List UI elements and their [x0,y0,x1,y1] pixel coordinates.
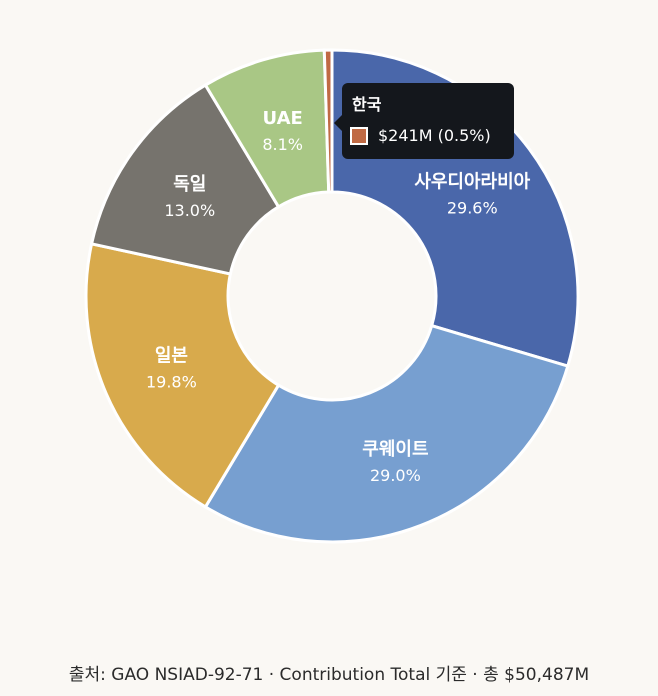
tooltip: 한국 $241M (0.5%) [334,83,514,159]
slice-label-3: 일본 [155,346,188,367]
slice-6[interactable] [322,48,334,194]
slice-value-label-3: 19.8% [146,373,197,392]
slice-label-4: 독일 [173,174,206,195]
tooltip-title: 한국 [352,95,382,114]
slice-label-1: 사우디아라비아 [414,171,530,192]
slice-3[interactable] [84,242,281,510]
slice-value-label-1: 29.6% [447,198,498,217]
slice-value-label-4: 13.0% [164,201,215,220]
labels-group: 사우디아라비아 29.6% 쿠웨이트 29.0% 일본 19.8% 독일 13.0% UAE 8.… [146,108,531,485]
slice-label-5: UAE [263,108,303,129]
slice-2[interactable] [203,323,570,544]
tooltip-color-swatch [350,127,368,145]
slice-4[interactable] [89,82,281,276]
tooltip-value: $241M (0.5%) [378,126,491,145]
slices-group [84,48,580,544]
slice-label-2: 쿠웨이트 [362,439,428,460]
slice-value-label-2: 29.0% [370,466,421,485]
tooltip-arrow [334,115,342,131]
slice-value-label-5: 8.1% [262,135,303,154]
source-footer: 출처: GAO NSIAD-92-71 · Contribution Total… [68,665,590,685]
